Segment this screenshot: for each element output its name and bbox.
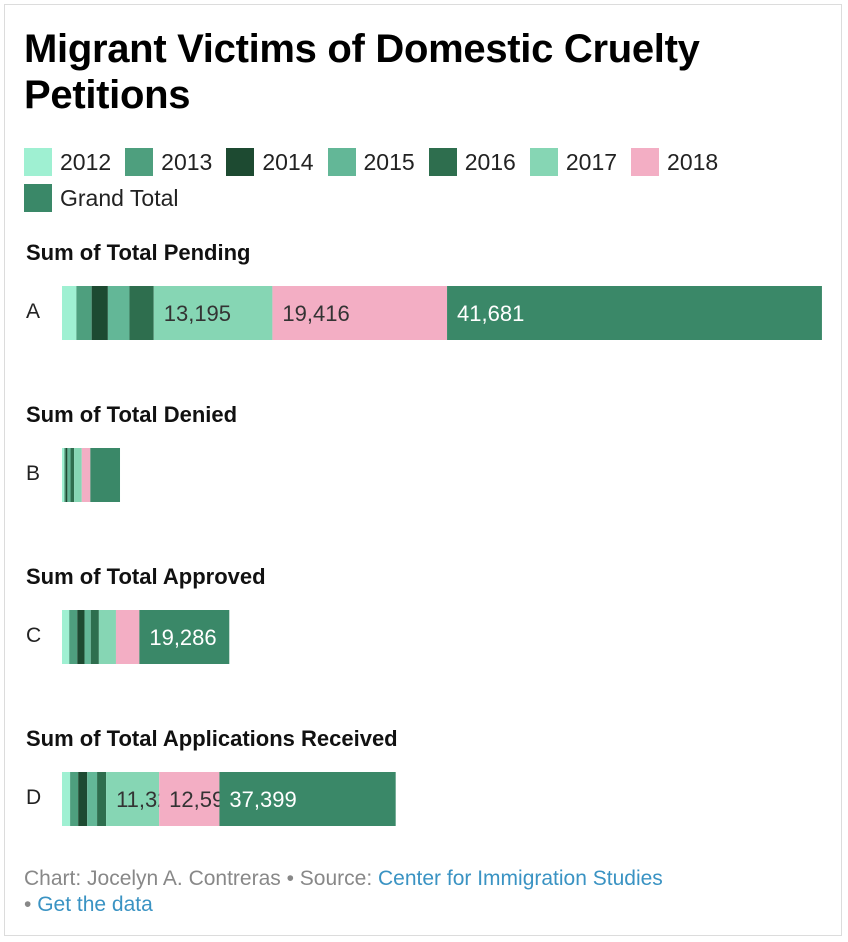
legend-swatch bbox=[631, 148, 660, 176]
legend-item-2018: 2018 bbox=[631, 146, 718, 178]
bar-segment-c-2015[interactable] bbox=[84, 610, 91, 664]
bar-segment-c-2014[interactable] bbox=[77, 610, 85, 664]
legend-swatch bbox=[428, 148, 457, 176]
legend-label: 2016 bbox=[464, 148, 516, 175]
legend-label: 2012 bbox=[60, 148, 112, 175]
bar-segment-a-2015[interactable] bbox=[107, 286, 130, 340]
bar-segment-a-2014[interactable] bbox=[91, 286, 108, 340]
category-label: C bbox=[26, 624, 42, 647]
data-label: 37,399 bbox=[229, 787, 296, 812]
legend-item-2015: 2015 bbox=[327, 146, 415, 178]
category-label: D bbox=[26, 786, 42, 809]
get-data-link[interactable]: Get the data bbox=[37, 893, 153, 916]
legend-swatch bbox=[226, 148, 255, 176]
chart-frame bbox=[4, 4, 842, 936]
footer-credit: Chart: Jocelyn A. Contreras • Source: bbox=[24, 867, 379, 890]
bar-segment-a-2013[interactable] bbox=[76, 286, 92, 340]
legend-label: 2014 bbox=[262, 148, 314, 175]
bar-segment-a-2017[interactable] bbox=[153, 286, 273, 340]
data-label: 19,416 bbox=[282, 301, 349, 326]
legend-swatch bbox=[24, 184, 52, 212]
legend-item-2017: 2017 bbox=[529, 146, 618, 178]
legend-swatch bbox=[327, 148, 356, 176]
legend: 2012 2013 2014 2015 2016 2017 2018 Grand Total bbox=[24, 146, 804, 218]
section-title: Sum of Total Applications Received bbox=[26, 726, 398, 751]
bar-segment-d-2016[interactable] bbox=[97, 772, 107, 826]
bar-segment-a-2016[interactable] bbox=[129, 286, 154, 340]
bar-segment-a-2012[interactable] bbox=[62, 286, 77, 340]
legend-label: 2013 bbox=[161, 148, 213, 175]
bar-segment-c-2013[interactable] bbox=[69, 610, 78, 664]
legend-label: 2015 bbox=[363, 148, 415, 175]
bar-segment-d-grand-total[interactable] bbox=[219, 772, 396, 826]
footer-bullet: • bbox=[24, 893, 38, 916]
bar-segment-d-2017[interactable] bbox=[106, 772, 160, 826]
bar-segment-b-2015[interactable] bbox=[67, 448, 71, 502]
bar-segment-c-2017[interactable] bbox=[98, 610, 116, 664]
legend-item-2013: 2013 bbox=[125, 146, 212, 178]
legend-item-2014: 2014 bbox=[226, 146, 314, 178]
legend-label: Grand Total bbox=[60, 184, 179, 211]
legend-label: 2018 bbox=[667, 148, 719, 175]
bar-segment-b-grand-total[interactable] bbox=[90, 448, 121, 502]
chart-footer: Chart: Jocelyn A. Contreras • Source: Ce… bbox=[24, 866, 814, 918]
legend-item-2016: 2016 bbox=[428, 146, 516, 178]
legend-label: 2017 bbox=[565, 148, 618, 175]
bar-segment-d-2013[interactable] bbox=[70, 772, 79, 826]
bar-segment-c-2012[interactable] bbox=[62, 610, 70, 664]
data-label: 13,195 bbox=[164, 301, 231, 326]
legend-swatch bbox=[24, 148, 52, 176]
category-label: A bbox=[26, 300, 41, 323]
legend-swatch bbox=[529, 148, 558, 176]
bar-segment-c-2016[interactable] bbox=[90, 610, 99, 664]
bar-segment-b-2014[interactable] bbox=[65, 448, 68, 502]
category-label: B bbox=[26, 462, 41, 485]
section-title: Sum of Total Approved bbox=[26, 564, 266, 589]
bar-segment-d-2015[interactable] bbox=[87, 772, 98, 826]
bar-segment-b-2016[interactable] bbox=[70, 448, 75, 502]
data-label: 19,286 bbox=[149, 625, 216, 650]
bar-segment-b-2013[interactable] bbox=[64, 448, 66, 502]
chart-title: Migrant Victims of Domestic Cruelty Peti… bbox=[24, 27, 700, 117]
bar-segment-a-grand-total[interactable] bbox=[447, 286, 822, 340]
bar-segment-d-2012[interactable] bbox=[62, 772, 71, 826]
bar-segment-c-2018[interactable] bbox=[115, 610, 140, 664]
bar-segment-a-2018[interactable] bbox=[272, 286, 448, 340]
bar-segment-c-grand-total[interactable] bbox=[139, 610, 230, 664]
bar-segment-b-2012[interactable] bbox=[62, 448, 65, 502]
bar-segment-d-2014[interactable] bbox=[78, 772, 88, 826]
legend-item-2012: 2012 bbox=[24, 146, 111, 178]
legend-swatch bbox=[125, 148, 154, 176]
bar-segment-b-2017[interactable] bbox=[74, 448, 82, 502]
section-title: Sum of Total Pending bbox=[26, 240, 251, 265]
bar-segment-b-2018[interactable] bbox=[81, 448, 91, 502]
legend-item-grand-total: Grand Total bbox=[24, 182, 178, 214]
section-title: Sum of Total Denied bbox=[26, 402, 238, 427]
source-link[interactable]: Center for Immigration Studies bbox=[378, 867, 663, 890]
data-label: 41,681 bbox=[457, 301, 524, 326]
bar-segment-d-2018[interactable] bbox=[159, 772, 220, 826]
